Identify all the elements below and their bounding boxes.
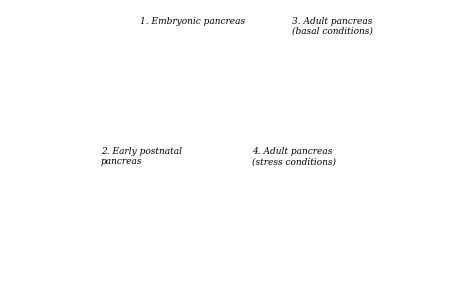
Text: 1. Embryonic pancreas: 1. Embryonic pancreas [140, 17, 245, 25]
Text: 4. Adult pancreas
(stress conditions): 4. Adult pancreas (stress conditions) [252, 147, 336, 166]
Text: 3. Adult pancreas
(basal conditions): 3. Adult pancreas (basal conditions) [292, 17, 373, 36]
Text: 2. Early postnatal
pancreas: 2. Early postnatal pancreas [100, 147, 182, 166]
